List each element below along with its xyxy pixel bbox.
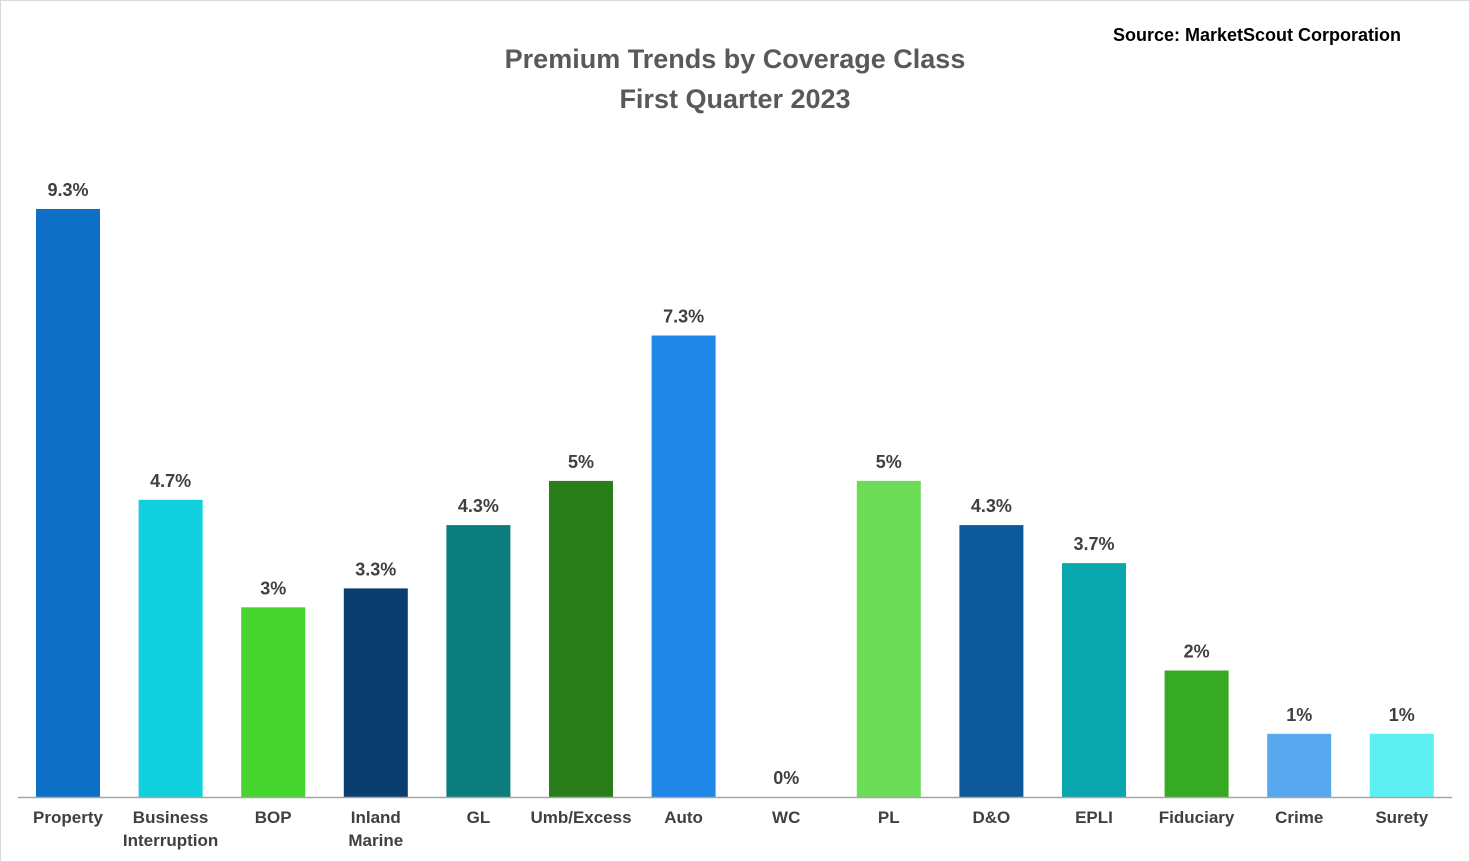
value-label-5: 5%	[568, 452, 594, 472]
bar-series	[36, 209, 1434, 797]
category-label-11: Fiduciary	[1159, 808, 1235, 827]
value-label-8: 5%	[876, 452, 902, 472]
value-label-3: 3.3%	[355, 559, 396, 579]
chart-source: Source: MarketScout Corporation	[1113, 25, 1401, 45]
category-labels: Property Business Interruption BOP Inland Mar…	[33, 808, 1429, 850]
chart-subtitle: First Quarter 2023	[619, 84, 850, 114]
value-label-9: 4.3%	[971, 496, 1012, 516]
value-label-7: 0%	[773, 768, 799, 788]
value-label-11: 2%	[1184, 642, 1210, 662]
category-label-2: BOP	[255, 808, 292, 827]
value-label-1: 4.7%	[150, 471, 191, 491]
bar-10	[1062, 563, 1126, 797]
bar-12	[1267, 733, 1332, 797]
bar-2	[241, 607, 306, 797]
bar-1	[138, 499, 203, 797]
value-label-0: 9.3%	[47, 180, 88, 200]
value-label-2: 3%	[260, 578, 286, 598]
category-label-3: Inland Marine	[348, 808, 403, 850]
value-label-6: 7.3%	[663, 307, 704, 327]
value-label-4: 4.3%	[458, 496, 499, 516]
category-label-7: WC	[772, 808, 800, 827]
category-label-4: GL	[467, 808, 491, 827]
chart-title: Premium Trends by Coverage Class	[505, 44, 966, 74]
bar-5	[549, 480, 613, 797]
value-label-10: 3.7%	[1073, 534, 1114, 554]
category-label-8: PL	[878, 808, 900, 827]
category-label-10: EPLI	[1075, 808, 1113, 827]
value-labels: 9.3% 4.7% 3% 3.3% 4.3% 5% 7.3% 0% 5% 4.3% 3.7% 2% 1%…	[47, 180, 1414, 788]
bar-8	[856, 480, 921, 797]
bar-6	[651, 335, 716, 797]
category-label-1: Business Interruption	[123, 808, 218, 850]
bar-0	[36, 209, 100, 797]
bar-13	[1369, 733, 1434, 797]
value-label-13: 1%	[1389, 705, 1415, 725]
bar-11	[1164, 670, 1229, 797]
category-label-12: Crime	[1275, 808, 1323, 827]
category-label-6: Auto	[664, 808, 703, 827]
category-label-0: Property	[33, 808, 103, 827]
category-label-9: D&O	[973, 808, 1011, 827]
value-label-12: 1%	[1286, 705, 1312, 725]
bar-9	[959, 525, 1024, 797]
category-label-13: Surety	[1375, 808, 1428, 827]
bar-4	[446, 525, 511, 797]
category-label-5: Umb/Excess	[530, 808, 631, 827]
bar-3	[343, 588, 408, 797]
